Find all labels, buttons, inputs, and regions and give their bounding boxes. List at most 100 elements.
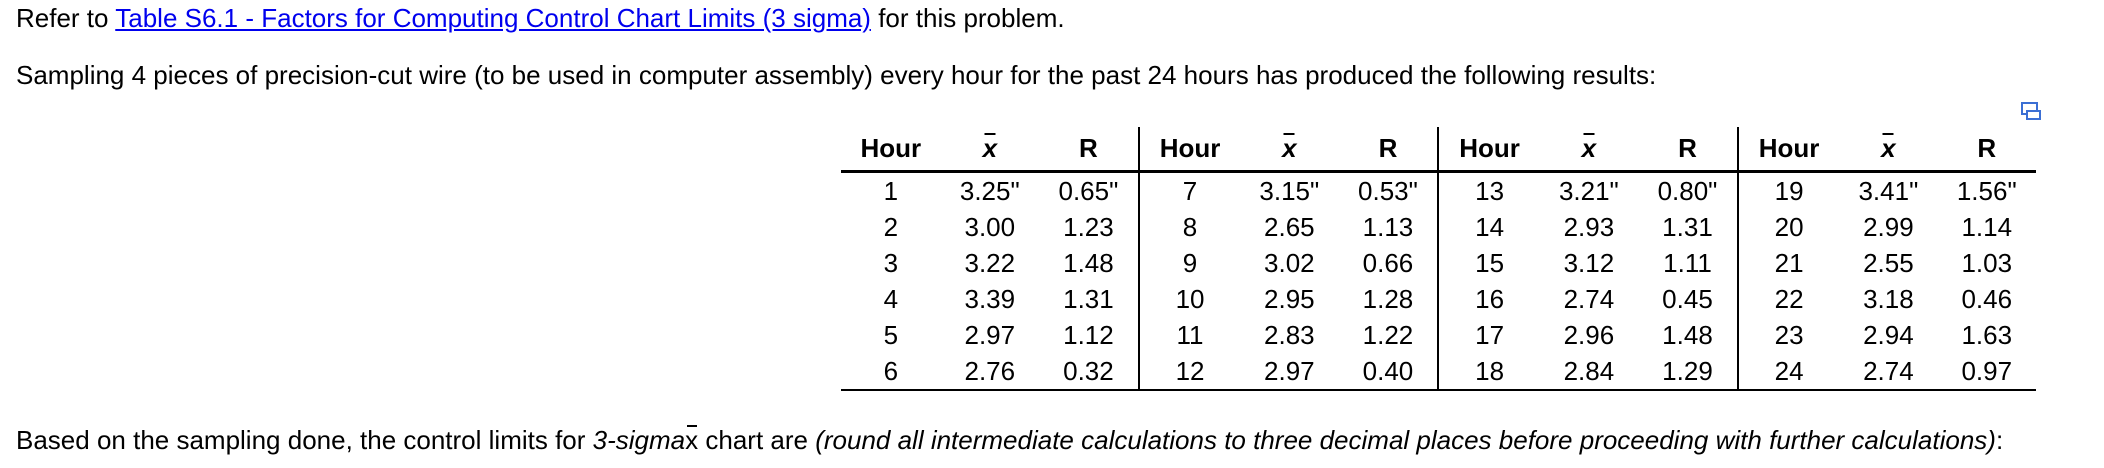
cell-hour: 12 — [1137, 353, 1241, 391]
cell-xbar: 2.96 — [1563, 319, 1615, 350]
cell-hour: 23 — [1736, 317, 1840, 353]
table-row: 2 3.00 1.23 8 2.65 1.13 14 2.93 1.31 20 2.99 1.14 — [841, 209, 2036, 245]
table-s6-1-link[interactable]: Table S6.1 - Factors for Computing Contr… — [115, 3, 871, 33]
cell-hour: 14 — [1437, 209, 1540, 245]
cell-xbar: 3.18 — [1863, 283, 1914, 314]
cell-range: 0.65" — [1058, 175, 1119, 206]
cell-range: 1.03 — [1961, 247, 2013, 278]
cell-hour: 2 — [883, 211, 899, 242]
cell-range: 0.80" — [1657, 175, 1718, 206]
cell-xbar: 3.12 — [1563, 247, 1615, 278]
cell-range: 1.63 — [1961, 319, 2013, 350]
cell-xbar: 2.83 — [1264, 319, 1315, 350]
cell-range: 1.12 — [1063, 319, 1114, 350]
cell-hour: 10 — [1137, 281, 1241, 317]
header-hour: Hour — [1736, 127, 1840, 173]
cell-hour: 5 — [883, 319, 899, 350]
cell-hour: 15 — [1437, 245, 1540, 281]
cell-hour: 19 — [1736, 171, 1840, 209]
cell-xbar: 2.99 — [1863, 211, 1914, 242]
cell-xbar: 3.21" — [1558, 175, 1619, 206]
cell-xbar: 2.65 — [1264, 211, 1315, 242]
cell-hour: 22 — [1736, 281, 1840, 317]
cell-hour: 11 — [1137, 317, 1241, 353]
question-text-1: Based on the sampling done, the control … — [16, 425, 593, 455]
cell-range: 0.66 — [1362, 247, 1414, 278]
intro-suffix: for this problem. — [870, 3, 1065, 33]
cell-xbar: 2.95 — [1264, 283, 1315, 314]
cell-range: 1.48 — [1662, 319, 1713, 350]
cell-hour: 24 — [1736, 353, 1840, 391]
cell-xbar: 2.76 — [940, 353, 1039, 391]
cell-range: 0.46 — [1961, 283, 2013, 314]
cell-xbar: 2.93 — [1563, 211, 1615, 242]
header-hour: Hour — [1137, 127, 1241, 173]
cell-range: 1.23 — [1063, 211, 1114, 242]
cell-xbar: 2.97 — [1240, 353, 1339, 391]
xbar-symbol: x — [1581, 133, 1597, 163]
cell-xbar: 2.55 — [1863, 247, 1914, 278]
cell-range: 0.53" — [1358, 175, 1418, 206]
xbar-symbol: x — [1282, 133, 1297, 163]
cell-range: 1.28 — [1362, 283, 1414, 314]
header-hour: Hour — [1437, 127, 1540, 173]
cell-hour: 13 — [1437, 171, 1540, 209]
cell-xbar: 2.74 — [1839, 353, 1938, 391]
cell-hour: 9 — [1137, 245, 1241, 281]
question-rounding-note: (round all intermediate calculations to … — [815, 425, 1996, 455]
cell-hour: 3 — [883, 247, 899, 278]
cell-range: 1.48 — [1063, 247, 1114, 278]
cell-range: 1.11 — [1663, 247, 1712, 278]
cell-xbar: 3.15" — [1259, 175, 1320, 206]
intro-prefix: Refer to — [16, 3, 116, 33]
cell-hour: 4 — [883, 283, 899, 314]
cell-hour: 1 — [883, 175, 899, 206]
header-xbar: x — [1839, 127, 1938, 173]
header-range: R — [1638, 127, 1738, 173]
header-range: R — [1937, 127, 2036, 173]
header-xbar: x — [1240, 127, 1339, 173]
table-row: 4 3.39 1.31 10 2.95 1.28 16 2.74 0.45 22 3.18 0.46 — [841, 281, 2036, 317]
table-row: 5 2.97 1.12 11 2.83 1.22 17 2.96 1.48 23 2.94 1.63 — [841, 317, 2036, 353]
cell-xbar: 3.39 — [964, 283, 1016, 314]
cell-hour: 8 — [1137, 209, 1241, 245]
cell-range: 0.45 — [1662, 283, 1713, 314]
sample-data-table: Hour x R Hour x R Hour x R Hour x R 1 3.2… — [841, 127, 2036, 391]
cell-hour: 17 — [1437, 317, 1540, 353]
cell-range: 1.56" — [1956, 175, 2017, 206]
header-xbar: x — [940, 127, 1039, 173]
table-header-row: Hour x R Hour x R Hour x R Hour x R — [841, 127, 2036, 173]
cell-xbar: 3.02 — [1264, 247, 1315, 278]
cell-hour: 21 — [1736, 245, 1840, 281]
cell-hour: 20 — [1736, 209, 1840, 245]
question-sigma: 3-sigma — [592, 425, 686, 455]
table-row: 1 3.25" 0.65" 7 3.15" 0.53" 13 3.21" 0.80" 19 3.41… — [841, 171, 2036, 209]
cell-xbar: 2.74 — [1563, 283, 1615, 314]
cell-range: 0.97 — [1937, 353, 2036, 391]
header-range: R — [1338, 127, 1439, 173]
xbar-symbol: x — [1881, 133, 1896, 163]
cell-xbar: 3.25" — [959, 175, 1020, 206]
table-row: 6 2.76 0.32 12 2.97 0.40 18 2.84 1.29 24 2.74 0.97 — [841, 353, 2036, 391]
question-line: Based on the sampling done, the control … — [16, 424, 2003, 456]
expand-table-icon[interactable] — [2020, 100, 2042, 122]
cell-range: 1.29 — [1638, 353, 1738, 391]
cell-hour: 7 — [1137, 171, 1241, 209]
intro-line: Refer to Table S6.1 - Factors for Comput… — [16, 2, 1065, 34]
cell-xbar: 2.97 — [964, 319, 1016, 350]
table-body: 1 3.25" 0.65" 7 3.15" 0.53" 13 3.21" 0.80" 19 3.41… — [841, 171, 2036, 391]
header-range: R — [1038, 127, 1139, 173]
table-row: 3 3.22 1.48 9 3.02 0.66 15 3.12 1.11 21 2.55 1.03 — [841, 245, 2036, 281]
question-text-2: chart are — [698, 425, 816, 455]
cell-hour: 16 — [1437, 281, 1540, 317]
header-xbar: x — [1539, 127, 1639, 173]
cell-range: 0.32 — [1038, 353, 1139, 391]
cell-hour: 18 — [1437, 353, 1540, 391]
question-colon: : — [1995, 425, 2004, 455]
cell-xbar: 3.00 — [964, 211, 1016, 242]
cell-range: 1.14 — [1961, 211, 2013, 242]
cell-hour: 6 — [841, 353, 941, 391]
question-xbar: x — [685, 425, 699, 455]
cell-range: 0.40 — [1338, 353, 1439, 391]
header-hour: Hour — [841, 127, 941, 173]
